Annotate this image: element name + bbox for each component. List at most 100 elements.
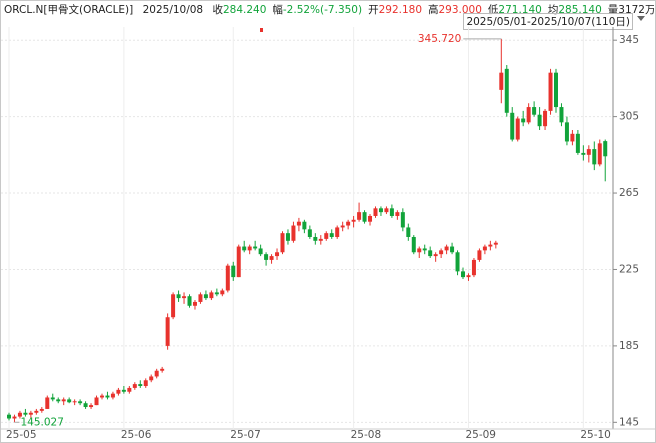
header-field: 开292.180 <box>368 4 422 16</box>
field-value: -2.52%(-7.350) <box>282 4 363 16</box>
candle-body <box>340 225 345 228</box>
candle-body <box>165 317 170 346</box>
candle-body <box>335 227 340 237</box>
candle-body <box>592 149 597 165</box>
y-tick-label: 185 <box>619 340 639 352</box>
candle-body <box>510 112 515 140</box>
candle-body <box>269 256 274 260</box>
candle-body <box>182 296 187 299</box>
candle-body <box>132 384 137 388</box>
candle-body <box>110 393 115 398</box>
candle-body <box>247 246 252 251</box>
candle-body <box>575 133 580 153</box>
candle-body <box>554 72 558 108</box>
candle-body <box>559 107 564 123</box>
candle-body <box>324 233 329 239</box>
date-range[interactable]: 2025/05/01-2025/10/07(110日) <box>463 13 633 30</box>
candle-body <box>439 250 444 255</box>
y-tick-label: 305 <box>619 111 639 123</box>
candle-body <box>23 412 28 415</box>
candle-body <box>12 416 17 419</box>
candle-body <box>378 208 383 213</box>
candle-body <box>50 397 55 400</box>
candle-body <box>154 370 159 377</box>
candle-body <box>466 275 471 278</box>
candle-body <box>236 246 241 278</box>
candle-body <box>537 114 542 127</box>
candle-body <box>564 122 569 142</box>
candle-body <box>313 236 318 241</box>
candle-body <box>477 250 482 260</box>
candle-body <box>72 401 77 403</box>
candle-body <box>515 118 520 140</box>
y-tick-label: 265 <box>619 187 639 199</box>
candle-body <box>296 221 301 226</box>
candle-body <box>422 248 427 251</box>
candle-body <box>450 246 455 253</box>
event-marker <box>260 28 263 32</box>
x-tick-label: 25-07 <box>230 429 261 441</box>
candle-body <box>17 412 22 417</box>
candle-body <box>203 294 208 299</box>
candle-body <box>105 395 110 398</box>
candle-body <box>258 248 263 255</box>
candle-body <box>253 246 258 249</box>
candle-body <box>444 246 449 251</box>
candle-body <box>160 368 165 371</box>
field-label: 幅 <box>272 4 283 16</box>
candle-body <box>406 227 411 237</box>
candle-body <box>45 397 50 409</box>
candle-body <box>411 236 416 253</box>
dropdown-icon[interactable] <box>637 16 645 21</box>
candle-body <box>39 408 44 411</box>
candle-body <box>34 410 39 413</box>
candle-body <box>291 225 296 241</box>
candle-body <box>581 152 586 155</box>
candle-body <box>307 229 312 237</box>
candle-body <box>499 72 504 90</box>
candle-body <box>127 387 132 392</box>
candle-body <box>198 294 203 302</box>
candle-body <box>61 399 66 402</box>
candle-body <box>28 412 33 415</box>
candle-body <box>192 301 197 306</box>
candle-body <box>471 259 476 276</box>
candle-body <box>99 395 104 398</box>
candle-body <box>94 397 99 406</box>
field-value: 284.240 <box>222 4 267 16</box>
candle-body <box>373 208 378 216</box>
candle-body <box>395 212 400 216</box>
candle-body <box>504 68 509 113</box>
candle-body <box>264 254 269 260</box>
x-tick-label: 25-09 <box>465 429 496 441</box>
field-value: 292.180 <box>378 4 422 16</box>
candle-body <box>597 143 602 165</box>
candle-body <box>461 271 466 278</box>
candle-body <box>176 294 181 299</box>
min-label: 145.027 <box>20 416 63 428</box>
header-field: 幅-2.52%(-7.350) <box>272 4 362 16</box>
candle-body <box>400 212 405 228</box>
candle-body <box>56 399 61 402</box>
candle-body <box>493 242 498 245</box>
candle-body <box>318 238 323 241</box>
y-tick-label: 225 <box>619 263 639 275</box>
candle-body <box>346 221 351 226</box>
candle-body <box>78 401 83 404</box>
max-label: 345.720 <box>418 33 461 45</box>
header-field: 收284.240 <box>212 4 266 16</box>
candle-body <box>521 118 526 123</box>
candle-body <box>7 414 11 419</box>
candle-body <box>225 265 230 291</box>
candle-body <box>242 246 247 251</box>
candle-body <box>121 389 126 392</box>
candle-body <box>428 250 433 257</box>
candle-body <box>275 252 280 257</box>
candle-body <box>171 294 176 318</box>
field-label: 高 <box>428 4 439 16</box>
candle-body <box>433 254 438 257</box>
candle-body <box>83 403 88 408</box>
symbol: ORCL.N[甲骨文(ORACLE)] <box>4 4 134 16</box>
